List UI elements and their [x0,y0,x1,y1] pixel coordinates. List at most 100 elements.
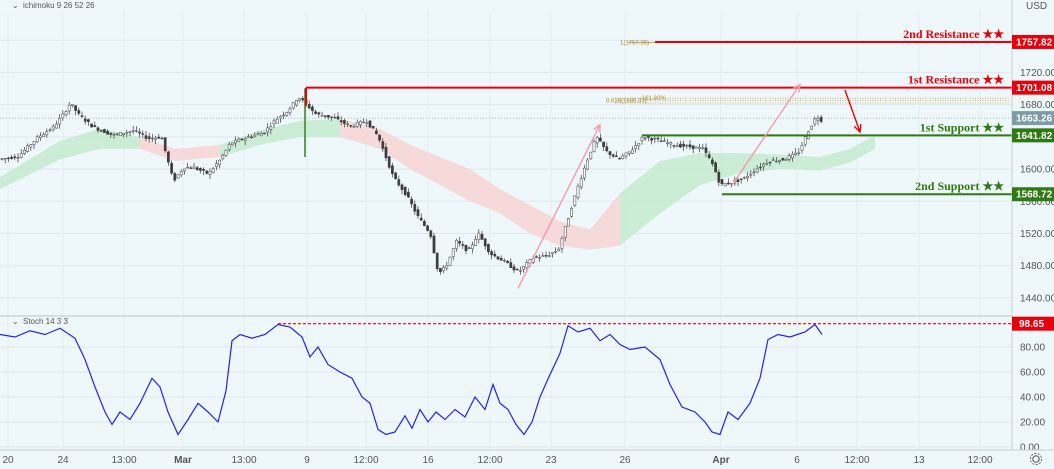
candle-down [391,165,394,174]
candle-down [704,147,708,153]
candle-up [592,141,596,152]
time-tick-label: 13 [913,455,925,466]
cloud-segment [820,148,850,171]
candle-down [400,184,404,190]
candle-up [775,160,778,163]
candle-up [186,167,189,169]
candle-up [563,226,567,238]
candle-up [275,118,279,124]
candle-down [160,137,164,140]
candle-up [701,147,705,150]
candle-down [544,255,548,257]
candle-up [3,158,7,160]
candle-up [541,255,545,257]
candle-up [0,158,4,160]
candle-down [416,209,420,217]
price-tick-label: 1720.00 [1020,68,1054,79]
cloud-segment [470,169,500,214]
candle-up [119,132,122,136]
candle-up [519,270,522,272]
candle-down [333,117,337,119]
time-tick-label: 12:00 [967,455,992,466]
candle-down [714,162,717,173]
candle-up [131,130,135,132]
projection-arrow [844,89,861,133]
candle-down [727,182,730,185]
fib-one-label: 1(1757.35) [620,40,649,46]
candle-up [71,104,74,106]
time-axis[interactable]: 20 24 13:00 Mar 13:00 9 12:00 16 12:00 23 26 Apr 6 12… [2,455,993,466]
fib-golden-label: 0.618(1685.33) [606,98,647,104]
candle-up [442,266,445,271]
stoch-chevron-down-icon[interactable]: ⌄ [12,317,19,326]
candle-up [29,144,33,148]
gear-icon[interactable] [1029,452,1043,466]
candle-up [586,159,589,170]
stoch-tick-label: 20.00 [1020,418,1045,429]
cloud-segment [530,205,560,246]
candle-up [291,102,295,109]
candle-down [496,256,500,260]
candle-up [237,138,241,142]
fib-mid-label: 161.80% [642,96,666,102]
candle-up [256,133,260,136]
stoch-tick-label: 40.00 [1020,393,1045,404]
candle-down [691,145,695,150]
candle-down [381,141,385,149]
candle-down [147,136,151,139]
candle-down [173,173,177,181]
price-tag-support [1012,187,1054,202]
candle-down [608,151,612,155]
candle-up [640,137,644,142]
candle-up [122,133,125,135]
candle-down [506,260,509,264]
candle-down [464,244,468,252]
candle-up [272,120,276,125]
candle-down [720,179,724,185]
candle-up [784,159,788,161]
arrow-head [792,83,801,93]
candle-down [736,179,740,182]
time-tick-label: 26 [619,455,631,466]
price-tick-label: 1520.00 [1020,229,1054,240]
support-resistance-levels[interactable]: 2nd Resistance ★★ 1st Resistance ★★ 1st Su… [305,27,1012,196]
candle-up [675,145,679,147]
candle-up [538,257,541,259]
candle-up [45,131,49,136]
candle-down [7,157,10,160]
candle-down [13,156,17,159]
candle-up [298,98,301,101]
chevron-down-icon[interactable]: ⌄ [12,1,19,10]
candle-down [413,204,417,212]
current-price-label: 1663.26 [1016,114,1053,125]
candle-down [688,144,692,148]
ichimoku-legend[interactable]: ichimoku 9 26 52 26 [23,1,95,10]
candle-up [627,151,631,154]
current-price-tag [1012,111,1054,126]
candle-up [752,171,756,174]
candle-up [215,163,218,167]
candle-down [394,172,397,180]
candle-up [266,127,269,133]
candlestick-series [0,88,1012,275]
candle-up [218,159,221,166]
candle-up [279,116,282,119]
candle-up [503,259,506,262]
time-tick-label: Apr [712,455,729,466]
candle-up [112,134,116,136]
candle-up [451,248,455,257]
price-tick-label: 1440.00 [1020,293,1054,304]
candle-up [32,141,36,145]
arrow-head [593,123,601,133]
cloud-segment [620,161,660,246]
time-tick-label: 12:00 [353,455,378,466]
candle-down [467,247,471,249]
stoch-legend[interactable]: Stoch 14 3 3 [23,317,68,326]
candle-down [199,168,202,171]
candle-up [787,155,791,160]
candle-down [650,138,653,141]
price-axis[interactable] [1012,0,1054,450]
candle-up [179,171,183,176]
